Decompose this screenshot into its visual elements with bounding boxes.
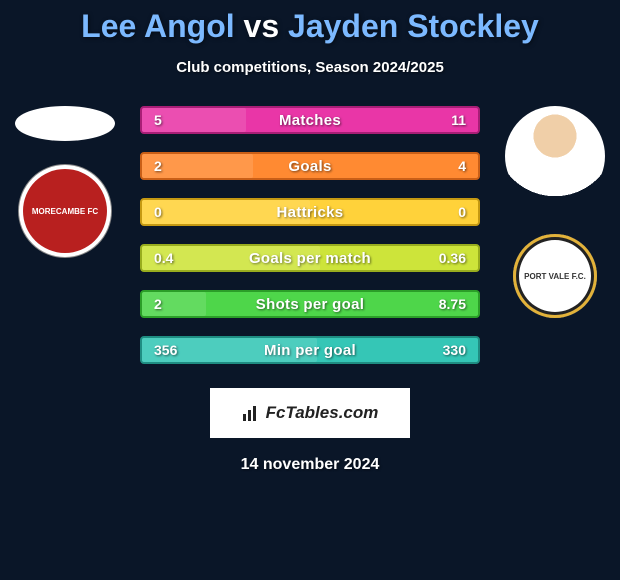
stat-value-left: 0 — [154, 204, 162, 220]
stat-bar: 2 4 Goals — [140, 152, 480, 180]
stat-label: Shots per goal — [256, 296, 364, 313]
stat-value-left: 5 — [154, 112, 162, 128]
stat-value-right: 4 — [458, 158, 466, 174]
subtitle: Club competitions, Season 2024/2025 — [0, 59, 620, 76]
stat-value-right: 330 — [443, 342, 466, 358]
stat-value-right: 8.75 — [439, 296, 466, 312]
stat-value-left: 2 — [154, 158, 162, 174]
stat-bar: 356330Min per goal — [140, 336, 480, 364]
stat-bar: 2 8.75 Shots per goal — [140, 290, 480, 318]
club-left-crest: MORECAMBE FC — [23, 169, 107, 253]
stat-bar-left-fill — [142, 292, 206, 316]
stat-bar: 0.40.36Goals per match — [140, 244, 480, 272]
club-right-crest: PORT VALE F.C. — [513, 234, 597, 318]
club-left-name: MORECAMBE FC — [32, 207, 98, 216]
player-left-avatar — [15, 106, 115, 141]
bars-icon — [242, 404, 260, 422]
stat-value-left: 356 — [154, 342, 177, 358]
fctables-badge: FcTables.com — [210, 388, 410, 438]
player-right-column: PORT VALE F.C. — [500, 106, 610, 318]
page-title: Lee Angol vs Jayden Stockley — [0, 0, 620, 45]
player-left-column: MORECAMBE FC — [10, 106, 120, 253]
stat-label: Matches — [279, 112, 341, 129]
stat-value-left: 0.4 — [154, 250, 173, 266]
comparison-main: MORECAMBE FC PORT VALE F.C. 5 11 Matches 2 4… — [0, 106, 620, 364]
stat-bar-left-fill — [142, 200, 310, 224]
title-vs: vs — [244, 8, 280, 44]
title-player2: Jayden Stockley — [288, 8, 539, 44]
date-text: 14 november 2024 — [0, 456, 620, 474]
stat-bar: 00Hattricks — [140, 198, 480, 226]
stat-bar: 5 11 Matches — [140, 106, 480, 134]
fctables-text: FcTables.com — [266, 403, 379, 423]
stat-value-right: 11 — [451, 112, 466, 128]
stat-label: Goals — [288, 158, 331, 175]
stat-value-right: 0.36 — [439, 250, 466, 266]
stat-value-right: 0 — [458, 204, 466, 220]
club-right-name: PORT VALE F.C. — [524, 272, 586, 281]
stat-value-left: 2 — [154, 296, 162, 312]
player-right-avatar — [505, 106, 605, 206]
stat-bars: 511Matches24Goals00Hattricks0.40.36Goals… — [140, 106, 480, 364]
title-player1: Lee Angol — [81, 8, 234, 44]
